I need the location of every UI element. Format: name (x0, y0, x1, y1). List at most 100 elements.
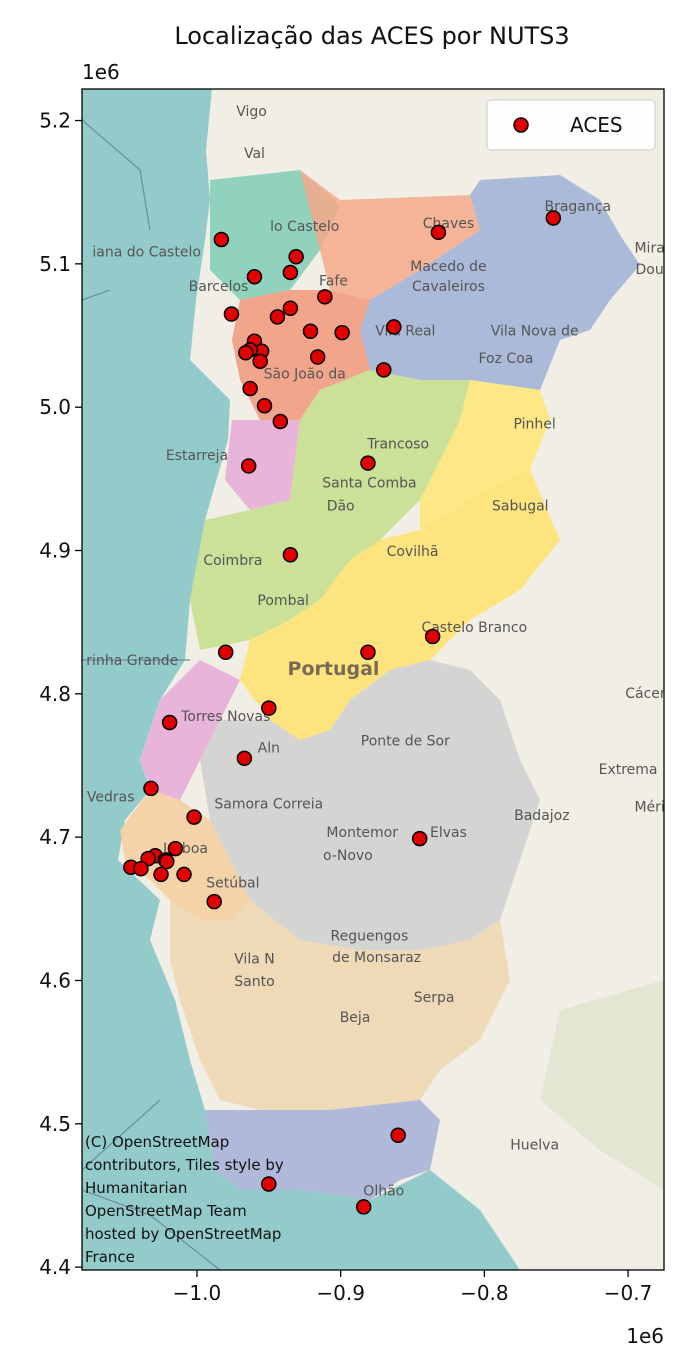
map-label: Dão (327, 498, 355, 514)
attribution-line-3: Humanitarian (85, 1179, 187, 1197)
sea-boundary (82, 1189, 221, 1270)
map-label: Vedras (87, 789, 135, 805)
map-label: Méri (634, 799, 664, 815)
scatter-points (123, 210, 562, 1215)
region-alentejo-litoral (170, 900, 510, 1110)
y-tick-label: 4.9 (39, 539, 71, 563)
attribution-line-6: France (85, 1248, 135, 1266)
aces-point (242, 380, 258, 397)
aces-point (545, 210, 562, 226)
aces-point (246, 269, 263, 285)
aces-point (317, 289, 333, 305)
aces-point (223, 306, 240, 322)
map-label: Covilhã (387, 544, 439, 560)
map-label: Aln (258, 741, 280, 757)
aces-point (176, 866, 192, 883)
x-tick-label: −0.8 (460, 1281, 509, 1305)
map-label: Vigo (236, 104, 267, 120)
aces-point (309, 349, 326, 365)
aces-point (186, 809, 202, 825)
map-label-country: Portugal (288, 658, 380, 680)
aces-point (411, 830, 428, 847)
map-label: Vila Nova de (491, 324, 579, 340)
aces-point (282, 547, 299, 563)
map-label: iana do Castelo (92, 245, 200, 261)
x-offset-label: 1e6 (626, 1324, 664, 1348)
x-tick-label: −0.7 (604, 1281, 653, 1305)
map-label: Elvas (430, 825, 467, 841)
map-label: São João da (264, 367, 346, 383)
map-label: Cácere (625, 686, 674, 702)
map-label: Huelva (510, 1138, 559, 1154)
map-label: Badajoz (514, 808, 569, 824)
map-label: Val (244, 146, 265, 162)
region-alto-tamega (300, 170, 480, 300)
region-beira-baixa (240, 470, 560, 740)
map-label: Foz Coa (479, 351, 534, 367)
map-label: Pombal (257, 593, 309, 609)
map-label: o-Novo (323, 848, 373, 864)
legend: ACES (486, 99, 656, 151)
map-label: Barcelos (189, 279, 249, 295)
aces-point (360, 455, 376, 471)
aces-point (252, 353, 268, 370)
map-label: Torres Novas (180, 709, 270, 725)
map-label: Setúbal (206, 875, 259, 891)
aces-point (206, 893, 222, 910)
aces-point (282, 300, 299, 317)
attribution-line-1: (C) OpenStreetMap (85, 1133, 229, 1151)
map-label: Ponte de Sor (361, 733, 450, 749)
map-label: Cavaleiros (412, 279, 485, 295)
attribution-line-5: hosted by OpenStreetMap (85, 1225, 281, 1243)
map-label: Extrema (599, 762, 658, 778)
map-label: Serpa (414, 990, 455, 1006)
map-label: Coimbra (203, 553, 262, 569)
aces-point (217, 644, 234, 661)
map-label: Samora Correia (214, 796, 323, 812)
terrain-shade (540, 980, 664, 1190)
map-label: Trancoso (366, 437, 429, 453)
aces-point (161, 714, 178, 731)
aces-point (390, 1127, 406, 1144)
map-label: rinha Grande (86, 653, 178, 669)
map-label: Chaves (423, 216, 474, 232)
map-label: de Monsaraz (332, 950, 421, 966)
aces-point (386, 319, 402, 335)
y-tick-label: 4.6 (39, 968, 71, 992)
region-algarve (205, 1100, 440, 1200)
aces-point (261, 700, 277, 716)
aces-point (153, 866, 169, 883)
aces-point (213, 231, 230, 248)
y-tick-label: 4.8 (39, 682, 71, 706)
y-tick-label: 5.2 (39, 109, 71, 133)
y-tick-label: 4.5 (39, 1112, 71, 1136)
region-centro (190, 370, 470, 650)
map-label: Ourense (333, 66, 392, 82)
aces-point (256, 397, 273, 414)
aces-point (360, 644, 376, 661)
map-label: Dou (636, 262, 664, 278)
y-tick-label: 5.0 (39, 395, 71, 419)
map-label: Estarreja (166, 448, 228, 464)
basemap: Ourense Vigo Val lo Castelo Chaves Bragança ia… (82, 66, 674, 1270)
region-beira-interior-norte (420, 380, 550, 530)
map-label: Santa Comba (322, 475, 416, 491)
legend-marker (513, 117, 529, 133)
map-label: Santo (234, 974, 274, 990)
region-oeste (140, 660, 240, 800)
ocean (82, 89, 520, 1270)
map-label: lo Castelo (270, 219, 339, 235)
map-labels: Ourense Vigo Val lo Castelo Chaves Bragança ia… (86, 66, 674, 1199)
x-tick-label: −0.9 (316, 1281, 365, 1305)
chart-title: Localização das ACES por NUTS3 (174, 22, 569, 50)
map-label: Castelo Branco (421, 620, 527, 636)
aces-point (261, 1176, 277, 1192)
aces-point (302, 323, 319, 339)
aces-point (355, 1199, 372, 1215)
y-tick-label: 4.7 (39, 825, 71, 849)
map-label: Sabugal (492, 498, 549, 514)
y-tick-label: 5.1 (39, 252, 71, 276)
attribution-line-4: OpenStreetMap Team (85, 1202, 247, 1220)
map-label: Bragança (544, 199, 611, 215)
